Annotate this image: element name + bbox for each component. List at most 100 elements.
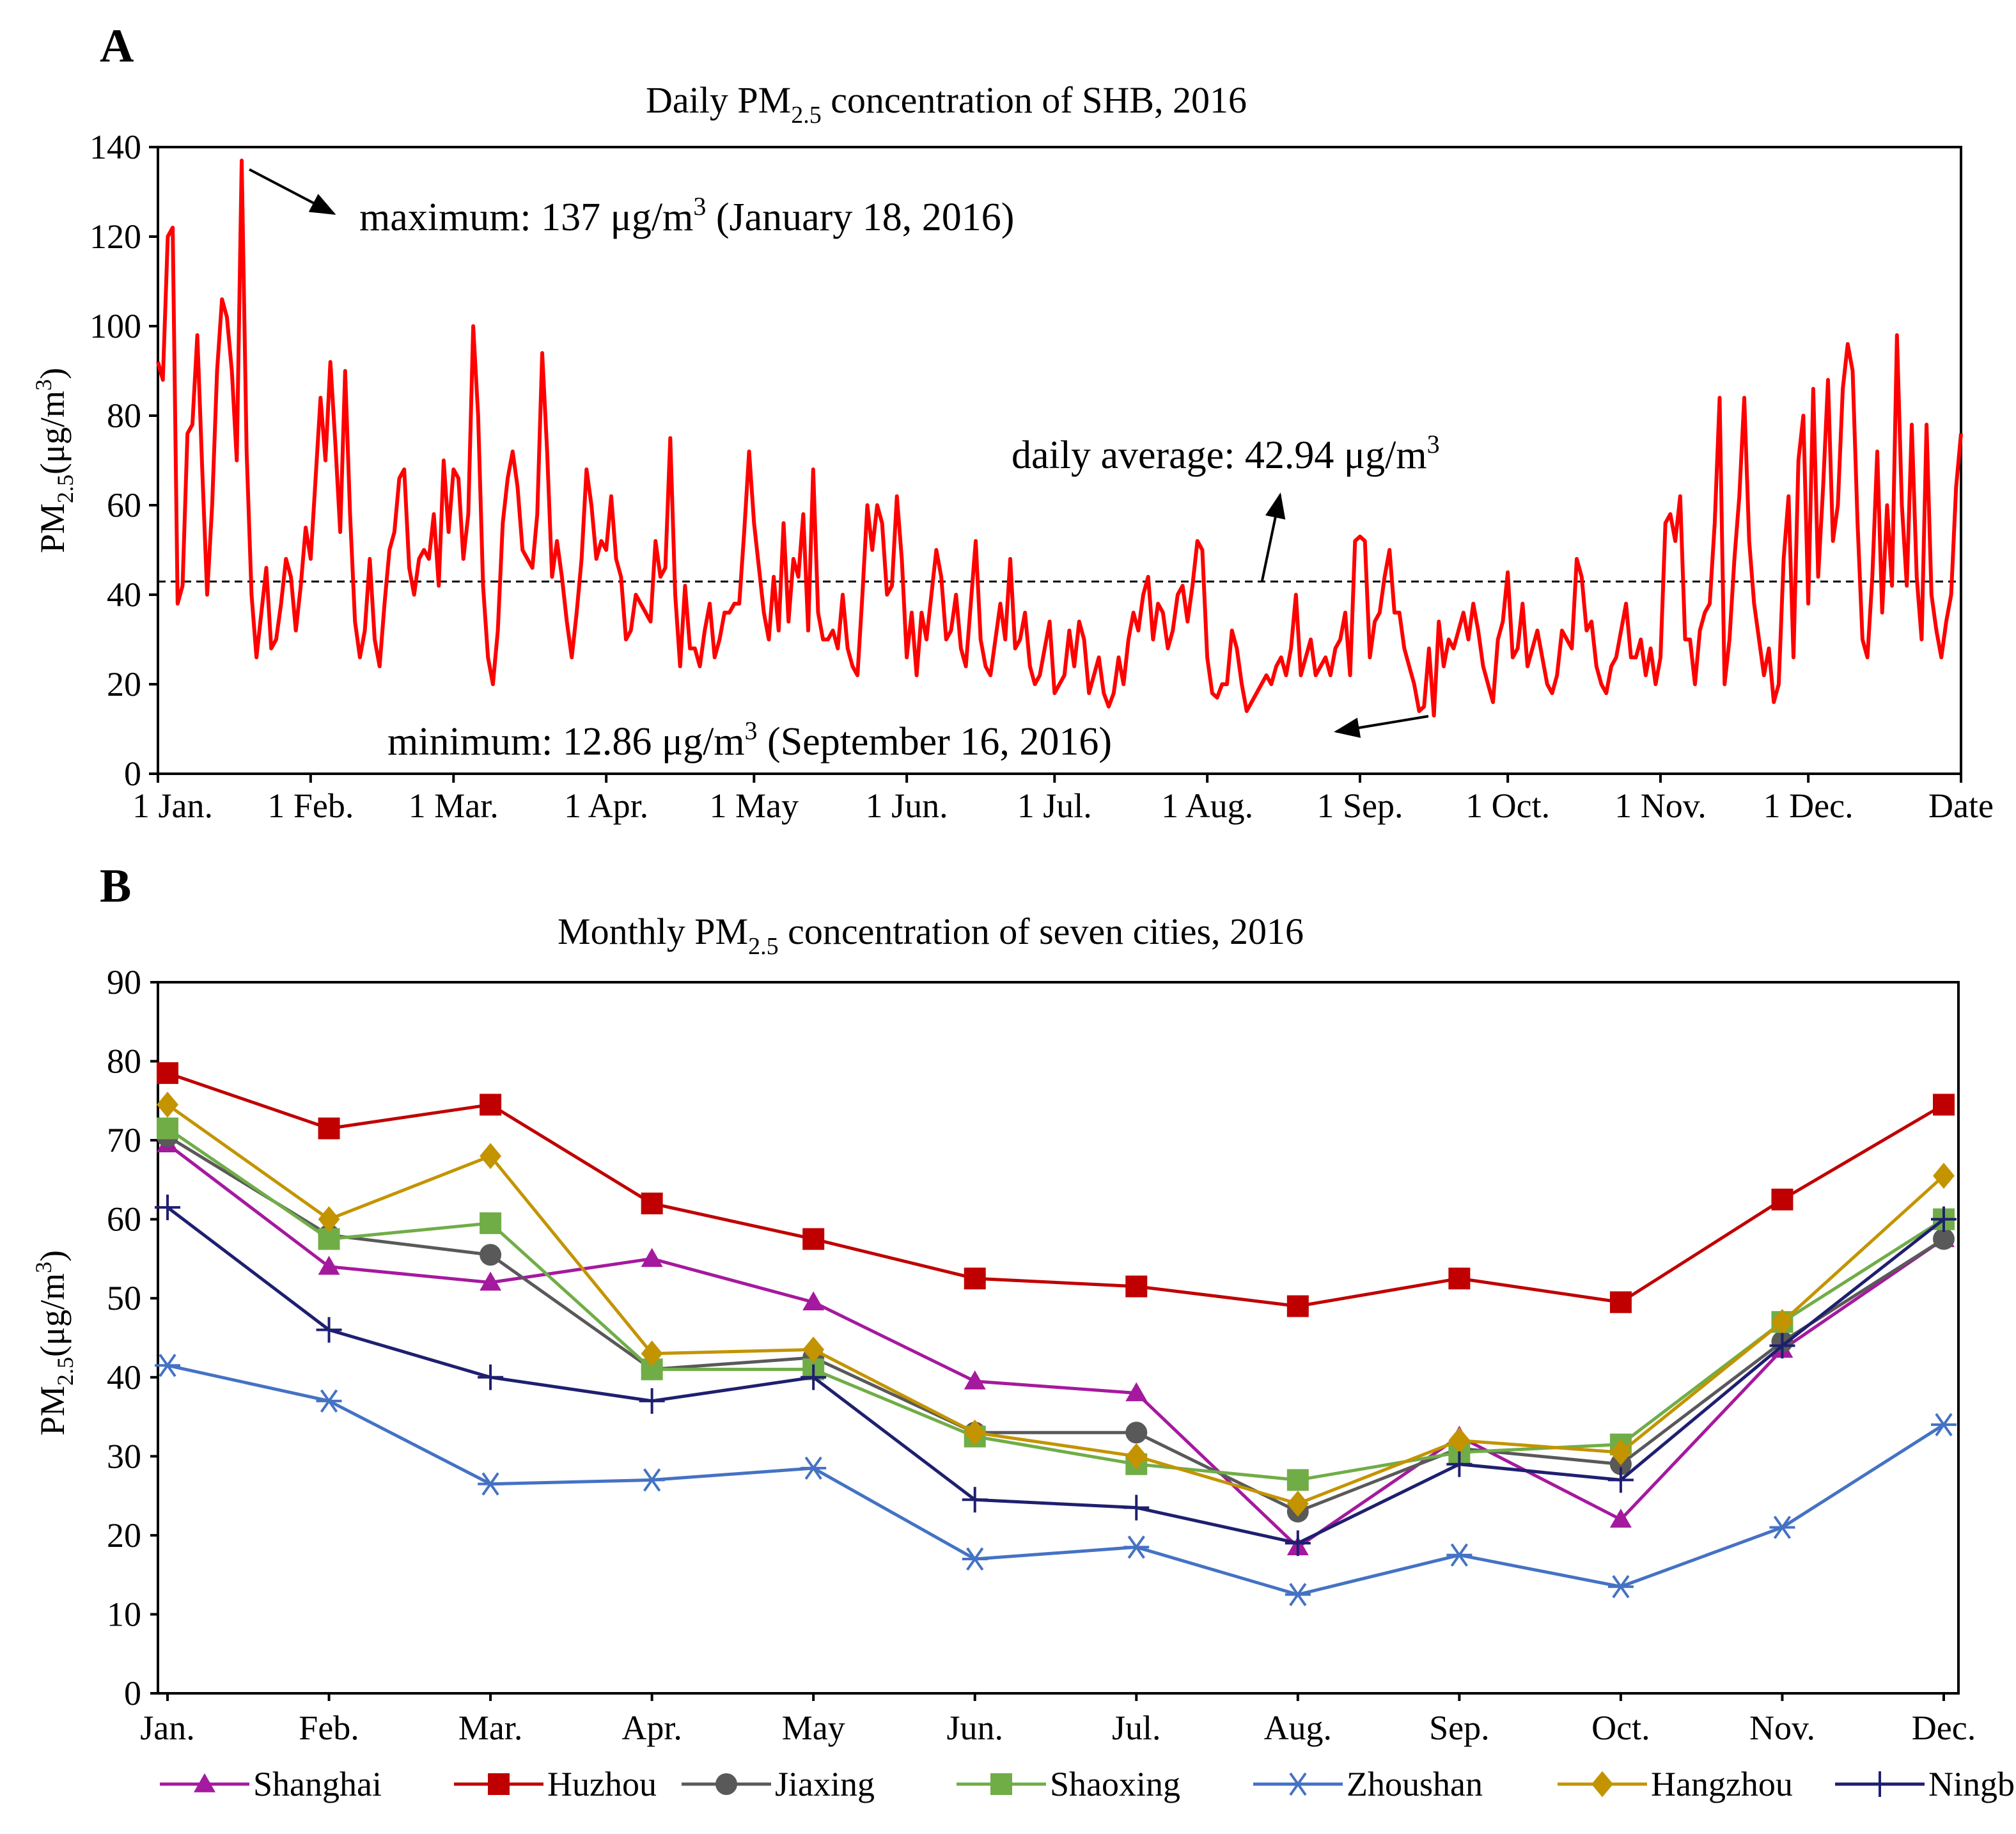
hangzhou-point [1286,1491,1309,1517]
shanghai-point [1125,1382,1148,1402]
panel-b-x-tick-label: Apr. [621,1709,682,1747]
ningbo-point [155,1195,180,1221]
daily-pm25-series-line [156,159,1963,717]
panel-b-x-tick-label: Feb. [299,1709,359,1747]
panel-b-y-tick-label: 90 [107,963,141,1001]
shaoxing-point [480,1212,502,1234]
panel-a-x-tick-label: 1 May [710,787,799,825]
panel-b-y-tick-label: 0 [124,1674,141,1713]
ningbo-point [316,1317,342,1343]
panel-b-legend: Shanghai Huzhou Jiaxing Shaoxing Zhoushan Han… [160,1765,2016,1803]
hangzhou-point [1125,1443,1148,1470]
zhoushan-point [801,1456,827,1480]
jiaxing-series [157,1125,1955,1523]
panel-a-letter: A [100,20,134,72]
zhoushan-point [1607,1575,1634,1599]
hangzhou-series [157,1092,1955,1517]
legend-label-shanghai: Shanghai [253,1765,382,1803]
legend-marker-shaoxing [990,1773,1012,1795]
legend-marker-shanghai [194,1773,215,1792]
zhoushan-point [1931,1413,1957,1437]
hangzhou-point [1448,1427,1471,1454]
panel-b-x-axis: Jan. Feb. Mar. Apr. May Jun. Jul. Aug. Sep. Oct. N… [140,1693,1976,1747]
panel-b-y-tick-label: 40 [107,1358,141,1397]
minimum-arrow [1334,715,1429,738]
zhoushan-series [155,1354,1957,1606]
huzhou-point [1933,1093,1955,1116]
panel-b-plot-frame [157,981,1960,1695]
panel-b-y-tick-label: 50 [107,1279,141,1317]
panel-b-x-tick-label: Dec. [1912,1709,1976,1747]
huzhou-point [964,1267,986,1290]
legend-label-zhoushan: Zhoushan [1347,1765,1483,1803]
panel-a-y-tick-label: 140 [90,128,141,166]
panel-a-x-tick-label: 1 Apr. [564,787,648,825]
shanghai-point [480,1271,502,1291]
ningbo-point [801,1364,827,1390]
hangzhou-point [157,1092,178,1118]
panel-a-x-tick-label: 1 Oct. [1465,787,1550,825]
panel-b-monthly-chart: B Monthly PM2.5 concentration of seven c… [31,860,2016,1803]
legend-marker-huzhou [488,1773,510,1795]
jiaxing-line [166,1134,1945,1514]
legend-item-hangzhou: Hangzhou [1558,1765,1793,1803]
huzhou-point [1771,1188,1793,1211]
legend-marker-zhoushan [1285,1772,1311,1796]
panel-a-y-tick-label: 120 [90,217,141,256]
zhoushan-line [167,1363,1945,1597]
panel-a-y-tick-label: 100 [90,307,141,345]
panel-a-x-tick-label: 1 Jul. [1017,787,1092,825]
ningbo-point [1446,1451,1473,1477]
daily-average-annotation: daily average: 42.94 μg/m3 [1012,430,1440,477]
shanghai-line [166,1143,1945,1549]
huzhou-point [641,1192,663,1214]
hangzhou-point [480,1143,502,1170]
hangzhou-point [1933,1163,1955,1189]
shanghai-point [318,1255,340,1275]
huzhou-series [157,1062,1955,1317]
shanghai-point [641,1248,663,1267]
ningbo-point [639,1388,665,1414]
zhoushan-point [478,1472,504,1496]
ningbo-point [962,1487,988,1513]
panel-b-y-axis: 0 10 20 30 40 50 60 70 80 90 [107,963,158,1713]
zhoushan-point [316,1389,342,1413]
panel-a-x-tick-label: 1 Aug. [1161,787,1253,825]
huzhou-point [1609,1291,1632,1313]
panel-a-y-tick-label: 0 [124,755,141,793]
panel-a-title: Daily PM2.5 concentration of SHB, 2016 [646,79,1247,129]
panel-b-x-tick-label: Jul. [1112,1709,1161,1747]
zhoushan-point [155,1354,180,1377]
panel-a-y-axis-label: PM2.5(μg/m3) [31,368,78,553]
legend-marker-hangzhou [1591,1771,1613,1798]
panel-a-y-tick-label: 20 [107,665,141,703]
legend-item-ningbo: Ningbo [1835,1765,2016,1803]
panel-b-x-tick-label: Jun. [946,1709,1003,1747]
hangzhou-point [964,1419,986,1446]
zhoushan-point [962,1547,988,1571]
panel-b-x-tick-label: Aug. [1264,1709,1332,1747]
zhoushan-point [1285,1583,1311,1606]
ningbo-point [1285,1530,1311,1556]
daily-average-arrow [1261,492,1286,581]
panel-a-x-tick-label: 1 Mar. [409,787,499,825]
panel-b-y-tick-label: 30 [107,1437,141,1475]
hangzhou-point [802,1336,825,1363]
legend-item-huzhou: Huzhou [454,1765,657,1803]
ningbo-line [166,1206,1945,1545]
legend-label-huzhou: Huzhou [547,1765,657,1803]
legend-marker-jiaxing [715,1773,737,1795]
hangzhou-point [1609,1439,1632,1466]
shaoxing-line [166,1127,1945,1482]
panel-b-x-tick-label: Oct. [1591,1709,1650,1747]
panel-a-x-tick-label: 1 Feb. [267,787,354,825]
shaoxing-series [157,1117,1955,1491]
minimum-annotation: minimum: 12.86 μg/m3 (September 16, 2016… [387,716,1112,764]
ningbo-point [478,1364,504,1390]
shaoxing-point [1286,1469,1309,1491]
panel-a-x-tick-label: 1 Jun. [866,787,948,825]
panel-b-x-tick-label: Mar. [458,1709,523,1747]
hangzhou-point [1771,1308,1793,1335]
panel-b-x-tick-label: May [782,1709,845,1747]
legend-label-ningbo: Ningbo [1928,1765,2016,1803]
